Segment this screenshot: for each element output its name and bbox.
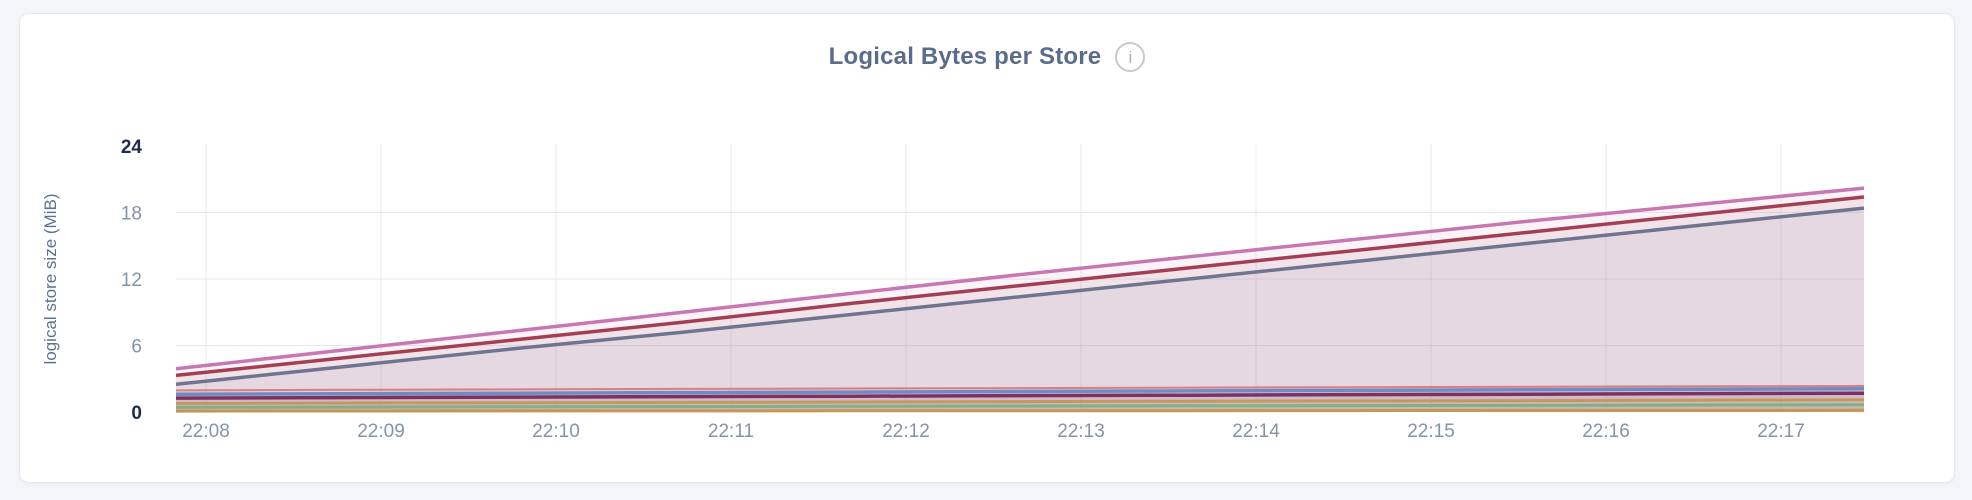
x-tick-label: 22:09: [357, 421, 405, 442]
info-icon[interactable]: i: [1115, 42, 1146, 72]
series-line-series-6: [175, 391, 1865, 400]
x-tick-label: 22:17: [1757, 421, 1805, 442]
x-tick-label: 22:10: [532, 421, 580, 442]
x-tick-label: 22:15: [1407, 421, 1455, 442]
y-axis-title: logical store size (MiB): [41, 194, 60, 365]
series-line-series-5: [175, 386, 1865, 397]
series-line-series-3: [175, 206, 1865, 387]
chart-title: Logical Bytes per Store: [828, 43, 1102, 70]
series-line-series-2: [175, 195, 1865, 378]
series-line-series-4: [175, 385, 1865, 392]
x-tick-label: 22:11: [708, 421, 754, 442]
x-tick-label: 22:13: [1057, 421, 1105, 442]
y-tick-label: 6: [131, 337, 142, 358]
series-line-series-7: [175, 398, 1865, 405]
logical-bytes-chart[interactable]: 0 6 12 18 24 22:08 22:09 22:10 22:11 22:12 22:13 22…: [20, 14, 1956, 484]
chart-header: Logical Bytes per Store i: [20, 42, 1954, 72]
series-line-series-8: [175, 403, 1865, 409]
series-area-series-1: [176, 188, 1864, 412]
x-tick-label: 22:14: [1232, 421, 1280, 442]
x-tick-label: 22:16: [1582, 421, 1630, 442]
y-tick-label: 12: [121, 270, 142, 291]
y-tick-label: 18: [121, 204, 142, 225]
series-area-series-3: [176, 208, 1864, 412]
series-line-series-9: [175, 408, 1865, 413]
x-tick-label: 22:08: [182, 421, 230, 442]
x-tick-label: 22:12: [882, 421, 930, 442]
y-tick-label: 24: [121, 137, 143, 158]
y-tick-label: 0: [131, 403, 142, 424]
metric-chart-card: Logical Bytes per Store i 0 6 12 18 24 22:08 2…: [19, 13, 1955, 483]
series-line-series-1: [175, 186, 1865, 371]
